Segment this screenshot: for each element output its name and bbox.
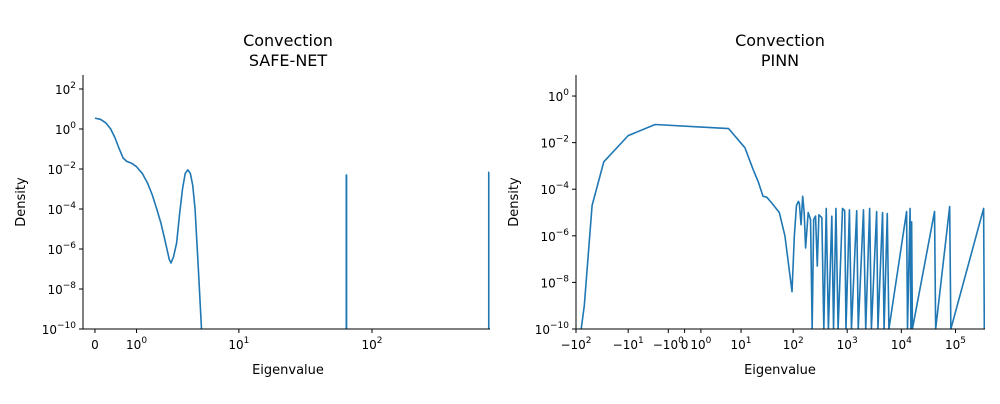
y-tick-label: 10−4: [540, 181, 569, 197]
y-tick-label: 100: [55, 121, 76, 137]
y-axis-label: Density: [14, 177, 29, 227]
x-tick-label: 102: [361, 336, 382, 352]
x-tick-label: 103: [837, 336, 858, 352]
x-tick-label: −102: [560, 336, 591, 352]
pinn-panel: Convection PINN Eigenvalue Density −102 −…: [507, 31, 985, 378]
x-tick-label: 100: [690, 336, 711, 352]
x-tick-label: −100: [653, 336, 684, 352]
x-tick-label: 101: [731, 336, 752, 352]
y-tick-label: 10−2: [540, 135, 569, 151]
x-axis-label: Eigenvalue: [744, 363, 816, 378]
x-tick-label: 101: [228, 336, 249, 352]
chart-title-line-1: Convection: [735, 31, 825, 50]
x-tick-label: 100: [126, 336, 147, 352]
y-tick-label: 10−8: [540, 274, 569, 290]
x-tick-label: 102: [783, 336, 804, 352]
y-tick-label: 10−4: [47, 201, 76, 217]
series-line-1: [581, 125, 984, 330]
x-tick-label: 0: [681, 338, 689, 352]
x-tick-label: −101: [613, 336, 644, 352]
y-tick-label: 10−6: [47, 241, 76, 257]
chart-title-line-2: SAFE-NET: [249, 51, 328, 70]
x-tick-label: 0: [91, 338, 99, 352]
series-line-1: [95, 118, 202, 329]
chart-title-line-2: PINN: [761, 51, 799, 70]
y-tick-label: 10−10: [42, 321, 77, 337]
y-tick-label: 10−2: [47, 161, 76, 177]
y-tick-label: 10−6: [540, 228, 569, 244]
y-tick-label: 100: [548, 88, 569, 104]
y-tick-label: 10−10: [535, 321, 570, 337]
x-tick-label: 105: [945, 336, 966, 352]
safe-net-panel: Convection SAFE-NET Eigenvalue Density 0…: [14, 31, 490, 378]
chart-title-line-1: Convection: [243, 31, 333, 50]
x-axis-label: Eigenvalue: [252, 363, 324, 378]
y-tick-label: 102: [55, 81, 76, 97]
x-tick-label: 104: [891, 336, 912, 352]
y-axis-label: Density: [507, 177, 522, 227]
y-tick-label: 10−8: [47, 281, 76, 297]
